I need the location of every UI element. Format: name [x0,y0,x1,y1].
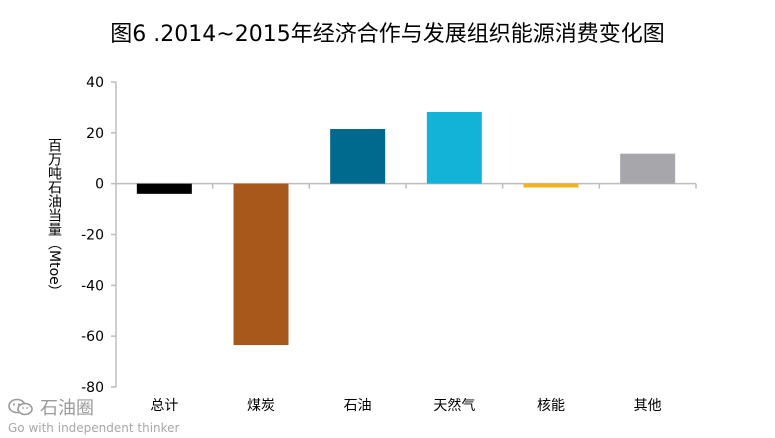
y-tick-label: -80 [81,380,104,396]
chart-labels: 40 20 0 -20 -40 -60 -80 总计 煤炭 石油 天然气 核能 其他 [81,75,662,414]
watermark-name: 石油圈 [40,398,94,419]
x-category-label: 天然气 [433,397,475,414]
chart-title: 图6 .2014~2015年经济合作与发展组织能源消费变化图 [110,22,665,47]
y-tick-label: -20 [81,228,104,244]
bar-5 [523,183,579,188]
bar-4 [426,111,482,184]
chart-bars [136,111,676,346]
y-tick-label: -40 [81,278,104,294]
bar-1 [136,183,192,194]
x-category-label: 煤炭 [247,398,275,414]
x-category-label: 其他 [634,398,662,414]
watermark-slogan: Go with independent thinker [8,421,180,435]
x-category-label: 石油 [344,398,372,414]
bar-6 [620,153,676,184]
chart-axes [111,81,697,388]
y-tick-label: -60 [81,329,104,345]
watermark: 石油圈 Go with independent thinker [8,394,180,435]
wechat-logo-icon [8,398,34,416]
y-tick-label: 0 [95,177,104,193]
bar-2 [233,183,289,346]
x-category-label: 总计 [150,398,178,414]
y-axis-label: 百万吨石油当量（Mtoe） [46,138,62,299]
y-tick-label: 40 [86,75,104,91]
y-tick-label: 20 [86,126,104,142]
bar-3 [330,129,386,184]
x-category-label: 核能 [537,398,565,414]
